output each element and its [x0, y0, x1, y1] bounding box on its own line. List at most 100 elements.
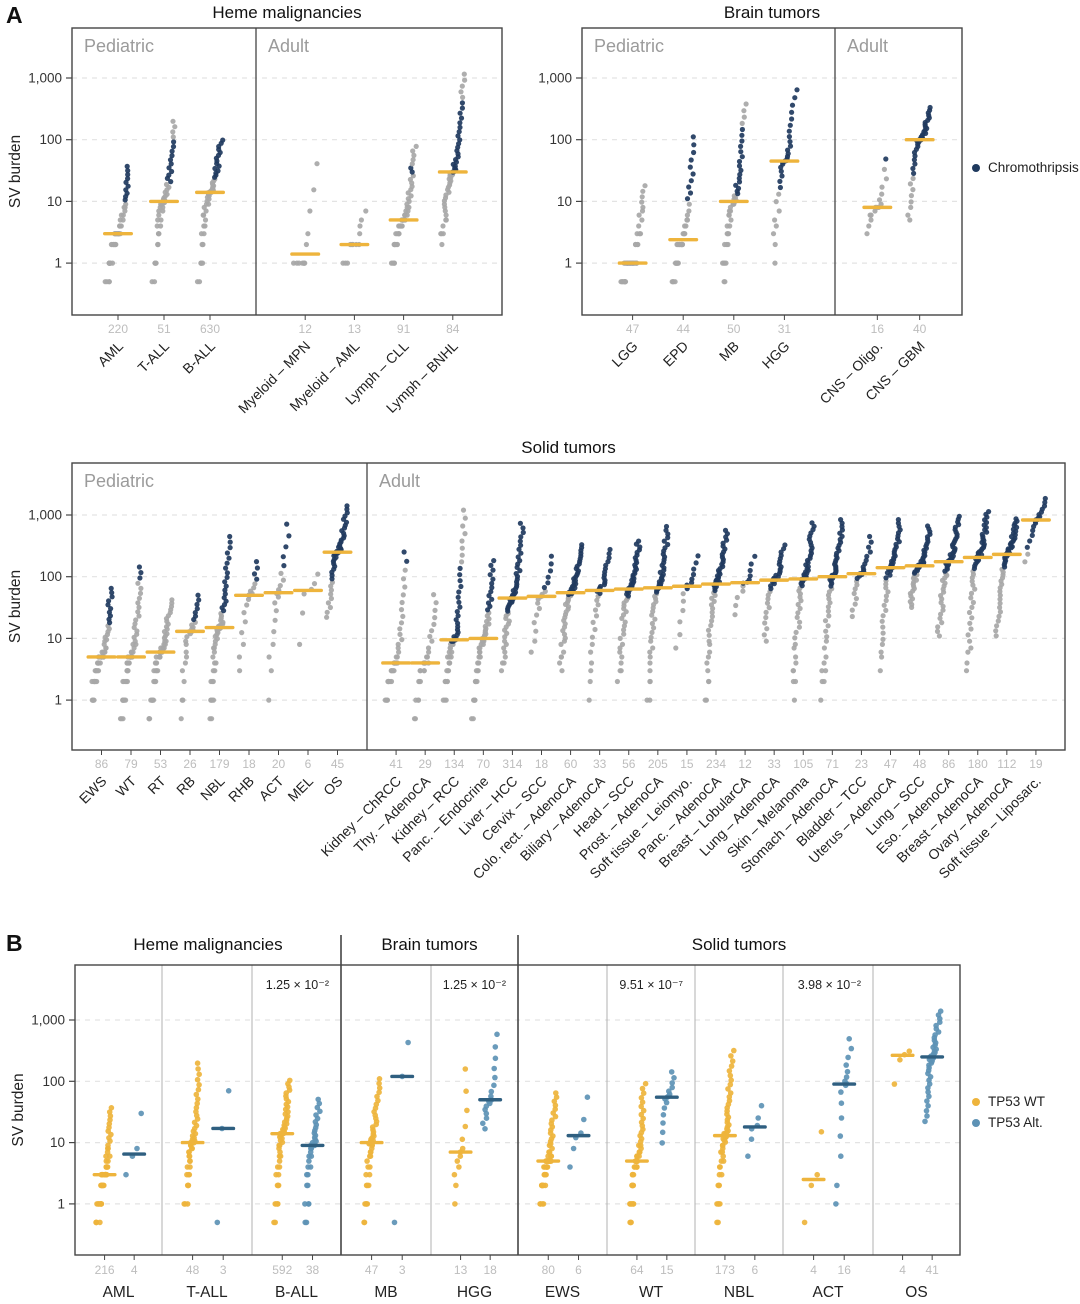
svg-text:1.25 × 10⁻²: 1.25 × 10⁻²	[266, 978, 329, 992]
svg-text:630: 630	[200, 322, 220, 336]
svg-text:4: 4	[131, 1263, 138, 1277]
svg-text:Pediatric: Pediatric	[594, 36, 664, 56]
legend-row-wt: TP53 WT	[972, 1094, 1045, 1109]
svg-text:B-ALL: B-ALL	[275, 1284, 318, 1301]
svg-text:AML: AML	[103, 1284, 135, 1301]
svg-text:AML: AML	[94, 338, 126, 370]
svg-text:100: 100	[39, 569, 62, 584]
svg-text:1,000: 1,000	[31, 1013, 65, 1028]
chromothripsis-dot-icon	[972, 163, 980, 172]
svg-text:1,000: 1,000	[28, 508, 62, 523]
svg-text:HGG: HGG	[457, 1284, 492, 1301]
svg-text:1: 1	[54, 256, 62, 271]
svg-text:179: 179	[209, 757, 229, 771]
svg-text:216: 216	[95, 1263, 115, 1277]
tp53-alt-dot-icon	[972, 1118, 980, 1127]
svg-text:84: 84	[446, 322, 460, 336]
svg-text:MB: MB	[716, 338, 742, 364]
svg-text:41: 41	[389, 757, 403, 771]
svg-text:9.51 × 10⁻⁷: 9.51 × 10⁻⁷	[619, 978, 683, 992]
svg-text:4: 4	[810, 1263, 817, 1277]
svg-text:45: 45	[331, 757, 345, 771]
svg-text:18: 18	[483, 1263, 497, 1277]
svg-text:44: 44	[677, 322, 691, 336]
svg-text:234: 234	[706, 757, 726, 771]
svg-text:180: 180	[968, 757, 988, 771]
svg-text:Solid tumors: Solid tumors	[692, 935, 786, 954]
svg-text:18: 18	[535, 757, 549, 771]
svg-text:1: 1	[57, 1196, 65, 1211]
svg-text:16: 16	[838, 1263, 852, 1277]
svg-text:RT: RT	[144, 772, 169, 797]
svg-text:SV burden: SV burden	[10, 1073, 27, 1146]
svg-text:EWS: EWS	[545, 1284, 580, 1301]
svg-text:10: 10	[557, 194, 572, 209]
svg-text:79: 79	[124, 757, 138, 771]
svg-text:33: 33	[593, 757, 607, 771]
svg-text:OS: OS	[320, 773, 346, 799]
svg-text:T-ALL: T-ALL	[186, 1284, 228, 1301]
svg-text:134: 134	[444, 757, 464, 771]
svg-text:6: 6	[751, 1263, 758, 1277]
legend-row-alt: TP53 Alt.	[972, 1115, 1045, 1130]
svg-text:3: 3	[399, 1263, 406, 1277]
tp53-legend: TP53 WT TP53 Alt.	[972, 1094, 1045, 1130]
svg-text:29: 29	[418, 757, 432, 771]
tp53-wt-legend-label: TP53 WT	[988, 1094, 1046, 1109]
svg-text:EPD: EPD	[660, 338, 692, 370]
svg-text:WT: WT	[112, 772, 139, 799]
svg-text:47: 47	[365, 1263, 379, 1277]
panel-b-letter: B	[6, 930, 23, 956]
svg-text:WT: WT	[639, 1284, 664, 1301]
svg-text:B-ALL: B-ALL	[179, 338, 218, 377]
svg-text:Brain tumors: Brain tumors	[381, 935, 477, 954]
svg-text:HGG: HGG	[759, 338, 793, 372]
svg-text:6: 6	[575, 1263, 582, 1277]
svg-text:MB: MB	[374, 1284, 397, 1301]
svg-text:205: 205	[648, 757, 668, 771]
svg-text:12: 12	[299, 322, 313, 336]
svg-text:16: 16	[871, 322, 885, 336]
svg-text:LGG: LGG	[608, 338, 640, 370]
svg-text:3: 3	[220, 1263, 227, 1277]
svg-text:SV burden: SV burden	[7, 135, 24, 208]
svg-text:60: 60	[564, 757, 578, 771]
svg-text:71: 71	[826, 757, 840, 771]
svg-text:SV burden: SV burden	[7, 570, 24, 643]
svg-text:592: 592	[272, 1263, 292, 1277]
svg-text:105: 105	[793, 757, 813, 771]
tp53-wt-dot-icon	[972, 1097, 980, 1106]
svg-text:Adult: Adult	[379, 471, 420, 491]
svg-text:4: 4	[899, 1263, 906, 1277]
svg-text:15: 15	[680, 757, 694, 771]
svg-text:NBL: NBL	[197, 773, 228, 804]
svg-text:53: 53	[154, 757, 168, 771]
svg-text:100: 100	[42, 1074, 65, 1089]
tp53-alt-legend-label: TP53 Alt.	[988, 1115, 1043, 1130]
svg-text:100: 100	[39, 132, 62, 147]
svg-text:Heme malignancies: Heme malignancies	[212, 3, 361, 22]
svg-text:38: 38	[306, 1263, 320, 1277]
svg-text:3.98 × 10⁻²: 3.98 × 10⁻²	[798, 978, 861, 992]
svg-text:1: 1	[564, 256, 572, 271]
svg-text:1: 1	[54, 693, 62, 708]
svg-text:Adult: Adult	[847, 36, 888, 56]
svg-text:51: 51	[157, 322, 171, 336]
svg-text:48: 48	[186, 1263, 200, 1277]
panel-a-letter: A	[6, 2, 23, 28]
svg-text:Heme malignancies: Heme malignancies	[133, 935, 282, 954]
svg-text:NBL: NBL	[724, 1284, 755, 1301]
brain-tumors-chart: 1 10 100 1,000 Brain tumors Pediatric 47 LGG 44 E…	[538, 3, 963, 465]
svg-text:ACT: ACT	[256, 772, 287, 803]
svg-text:100: 100	[549, 132, 572, 147]
svg-text:80: 80	[542, 1263, 556, 1277]
svg-text:64: 64	[630, 1263, 644, 1277]
chromothripsis-legend: Chromothripsis	[972, 160, 1079, 175]
svg-text:EWS: EWS	[76, 773, 110, 807]
svg-text:220: 220	[108, 322, 128, 336]
chromothripsis-legend-label: Chromothripsis	[988, 160, 1079, 175]
svg-text:91: 91	[397, 322, 411, 336]
svg-text:56: 56	[622, 757, 636, 771]
svg-text:47: 47	[884, 757, 898, 771]
